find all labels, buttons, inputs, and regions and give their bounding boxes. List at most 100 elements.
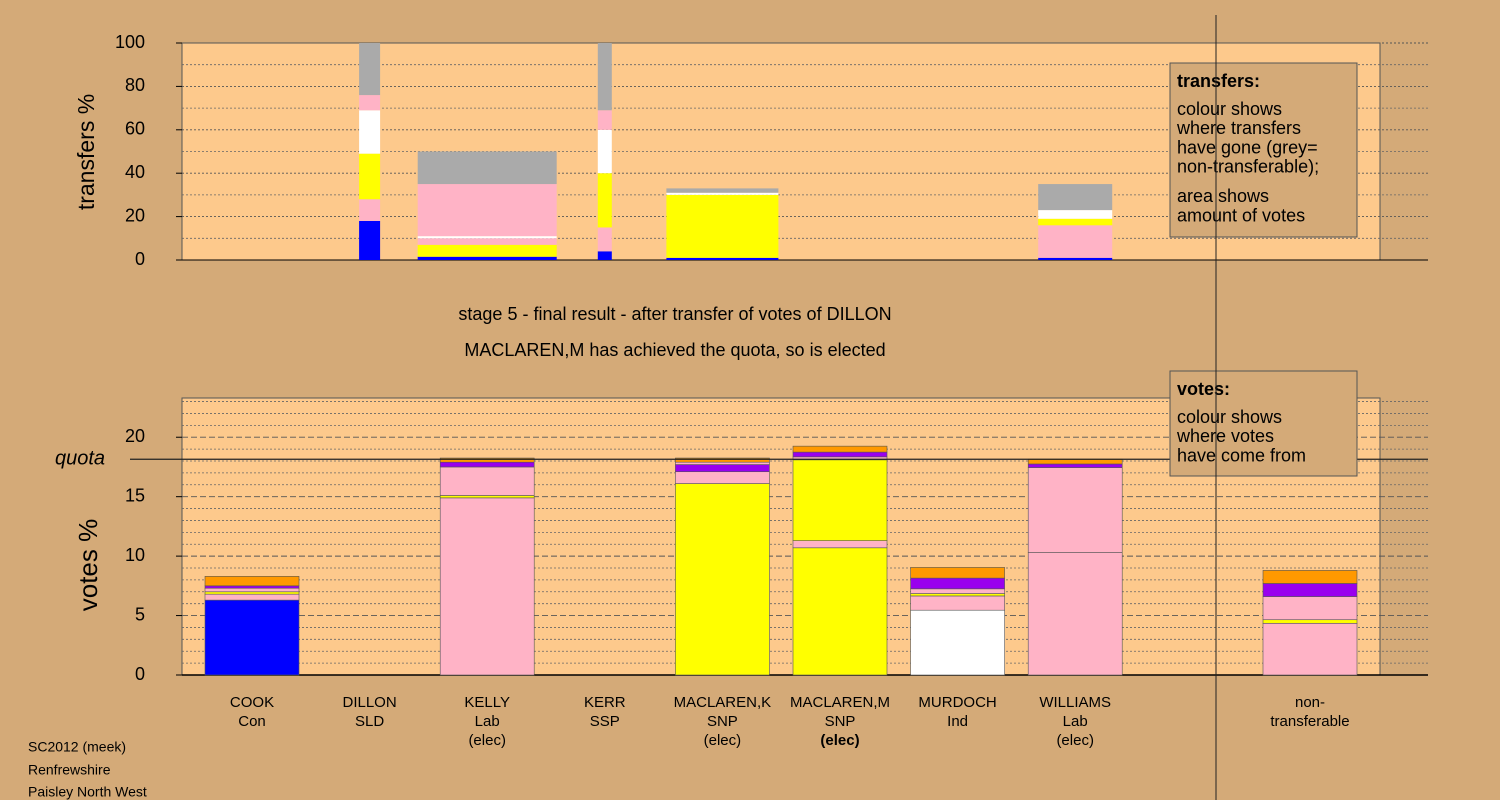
- bar-segment: [1027, 458, 1123, 465]
- y-tick-label: 20: [125, 426, 145, 446]
- bar-segment: [1262, 622, 1358, 676]
- bar-segment: [417, 244, 557, 257]
- legend-text: where transfers: [1176, 118, 1301, 138]
- x-tick-label: Ind: [947, 713, 968, 730]
- y-axis-label: votes %: [73, 519, 103, 612]
- bar-segment: [792, 540, 888, 549]
- bar-segment: [204, 593, 300, 601]
- legend-text: area shows: [1177, 186, 1269, 206]
- bar-segment: [1038, 257, 1113, 260]
- x-tick-label: SNP: [825, 713, 856, 730]
- legend-text: non-transferable);: [1177, 157, 1319, 177]
- bar-segment: [910, 595, 1005, 611]
- bar-segment: [675, 483, 770, 676]
- x-tick-label: transferable: [1270, 713, 1349, 730]
- quota-label: quota: [55, 448, 105, 470]
- legend-text: have gone (grey=: [1177, 137, 1318, 157]
- bar-segment: [359, 43, 381, 96]
- x-tick-label: SSP: [590, 713, 620, 730]
- bar-segment: [417, 236, 557, 239]
- x-tick-label: MACLAREN,K: [674, 694, 772, 711]
- bar-segment: [597, 251, 612, 260]
- x-tick-label: Lab: [475, 713, 500, 730]
- bar-segment: [792, 547, 888, 676]
- bar-segment: [1038, 184, 1113, 211]
- bar-segment: [1262, 596, 1358, 621]
- bar-segment: [597, 227, 612, 252]
- bar-segment: [1038, 210, 1113, 219]
- y-tick-label: 0: [135, 664, 145, 684]
- bar-segment: [204, 599, 300, 676]
- bar-segment: [666, 257, 779, 260]
- bar-segment: [417, 151, 557, 185]
- footer-line: Paisley North West: [28, 784, 147, 800]
- legend-text: where votes: [1176, 426, 1274, 446]
- bar-segment: [417, 184, 557, 237]
- bar-segment: [1027, 467, 1123, 553]
- bar-segment: [439, 461, 535, 468]
- bar-segment: [675, 471, 770, 484]
- x-tick-label: KELLY: [464, 694, 510, 711]
- stage-title: stage 5 - final result - after transfer …: [458, 304, 891, 324]
- legend-text: amount of votes: [1177, 205, 1305, 225]
- bar-segment: [910, 588, 1005, 594]
- bar-segment: [1262, 583, 1358, 597]
- x-tick-label: MURDOCH: [918, 694, 996, 711]
- x-tick-label: (elec): [704, 732, 742, 749]
- legend-text: colour shows: [1177, 407, 1282, 427]
- x-tick-label: (elec): [1056, 732, 1094, 749]
- y-axis-label: transfers %: [73, 94, 99, 210]
- bar-segment: [439, 495, 535, 499]
- bar-segment: [204, 587, 300, 593]
- bar-segment: [359, 199, 381, 221]
- bar-segment: [1027, 463, 1123, 468]
- bar-segment: [597, 43, 612, 111]
- bar-segment: [910, 593, 1005, 597]
- bar-segment: [417, 256, 557, 260]
- bar-segment: [675, 464, 770, 473]
- legend-text: have come from: [1177, 445, 1306, 465]
- stage-subtitle: MACLAREN,M has achieved the quota, so is…: [464, 340, 885, 360]
- legend-box: [1169, 370, 1358, 477]
- x-tick-label: COOK: [230, 694, 274, 711]
- bar-segment: [675, 457, 770, 463]
- x-tick-label: SNP: [707, 713, 738, 730]
- x-tick-label: WILLIAMS: [1039, 694, 1111, 711]
- bar-segment: [204, 576, 300, 587]
- x-tick-label: Lab: [1063, 713, 1088, 730]
- footer-line: Renfrewshire: [28, 762, 111, 778]
- x-tick-label: (elec): [820, 732, 859, 749]
- bar-segment: [910, 567, 1005, 579]
- bar-segment: [439, 497, 535, 676]
- bar-segment: [359, 95, 381, 111]
- bar-segment: [597, 110, 612, 130]
- y-tick-label: 15: [125, 485, 145, 505]
- y-tick-label: 40: [125, 162, 145, 182]
- bar-segment: [1038, 218, 1113, 226]
- bar-segment: [439, 466, 535, 496]
- bar-segment: [1027, 552, 1123, 676]
- bar-segment: [417, 238, 557, 245]
- bar-segment: [792, 459, 888, 541]
- bar-segment: [597, 173, 612, 228]
- y-tick-label: 60: [125, 119, 145, 139]
- x-tick-label: KERR: [584, 694, 626, 711]
- bar-segment: [910, 577, 1005, 590]
- legend-box: [1169, 62, 1358, 238]
- x-tick-label: SLD: [355, 713, 384, 730]
- y-tick-label: 20: [125, 205, 145, 225]
- bar-segment: [666, 192, 779, 195]
- bar-segment: [1262, 570, 1358, 584]
- bar-segment: [666, 188, 779, 193]
- y-tick-label: 5: [135, 604, 145, 624]
- x-tick-label: MACLAREN,M: [790, 694, 890, 711]
- bar-segment: [675, 461, 770, 465]
- x-tick-label: Con: [238, 713, 266, 730]
- bar-segment: [910, 609, 1005, 676]
- x-tick-label: (elec): [468, 732, 506, 749]
- x-tick-label: non-: [1295, 694, 1325, 711]
- footer-line: SC2012 (meek): [28, 739, 126, 755]
- bar-segment: [597, 129, 612, 174]
